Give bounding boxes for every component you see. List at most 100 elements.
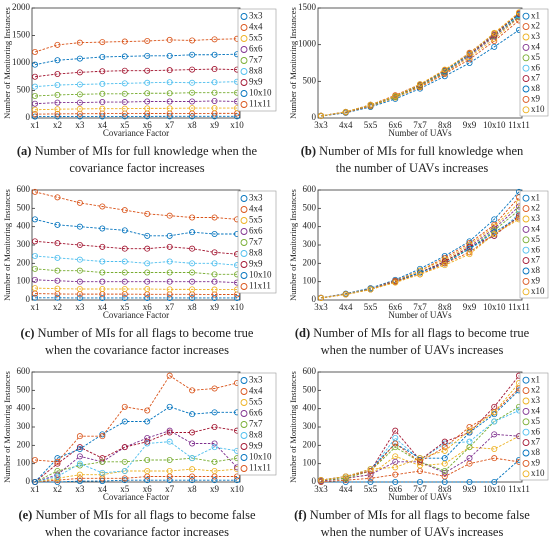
legend-marker [240, 46, 248, 53]
data-point [189, 260, 196, 267]
legend-marker [522, 64, 530, 72]
caption-text: Number of MIs for all flags to become fa… [310, 508, 531, 522]
legend-marker [240, 399, 248, 406]
x-tick-label: x6 [143, 120, 153, 130]
data-point [121, 285, 128, 292]
series-line [320, 191, 520, 299]
y-tick-label: 1000 [298, 39, 317, 49]
series-line [320, 213, 520, 299]
y-tick-label: 500 [303, 202, 317, 212]
data-point [367, 478, 374, 485]
legend-marker [240, 250, 248, 257]
series-line [34, 406, 237, 483]
data-point [99, 285, 106, 292]
data-point [166, 456, 173, 463]
legend-label: x4 [531, 223, 541, 233]
y-tick-label: 500 [17, 85, 31, 95]
legend-box [237, 8, 277, 112]
legend-marker [240, 388, 248, 395]
data-point [189, 269, 196, 276]
x-tick-label: 11x11 [508, 484, 530, 494]
data-point [166, 438, 173, 445]
x-axis-label: Covariance Factor [103, 310, 169, 320]
legend-label: x5 [531, 52, 541, 62]
x-tick-label: 8x8 [438, 302, 452, 312]
legend-marker [522, 246, 530, 254]
data-point [166, 212, 173, 219]
data-point [121, 458, 128, 465]
caption: when the covariance factor increases [45, 343, 229, 357]
legend-marker [240, 283, 248, 290]
series-line [320, 17, 520, 117]
data-point [54, 110, 61, 117]
data-point [392, 444, 399, 451]
series-line [320, 20, 520, 117]
data-point [441, 262, 448, 269]
x-tick-label: 3x3 [314, 120, 328, 130]
caption: the number of UAVs increases [336, 161, 489, 175]
x-tick-label: 10x10 [483, 302, 506, 312]
data-point [76, 471, 83, 478]
legend-label: x2 [531, 21, 540, 31]
legend-label: x1 [531, 192, 540, 202]
series-line [34, 92, 237, 97]
legend-box [237, 372, 277, 476]
data-point [144, 67, 151, 74]
data-point [32, 276, 39, 283]
data-point [189, 51, 196, 58]
x-tick-label: 6x6 [389, 302, 403, 312]
x-tick-label: x8 [188, 484, 198, 494]
series-line [320, 15, 520, 117]
y-tick-label: 300 [17, 421, 31, 431]
legend-label: 11x11 [249, 463, 271, 473]
series-line [320, 14, 520, 117]
data-point [392, 471, 399, 478]
legend-label: x9 [531, 275, 541, 285]
data-point [76, 39, 83, 46]
data-point [416, 478, 423, 485]
data-point [76, 110, 83, 117]
data-point [392, 434, 399, 441]
y-tick-label: 600 [17, 366, 31, 376]
x-tick-label: x10 [230, 484, 244, 494]
legend-label: x10 [531, 104, 545, 114]
data-point [54, 455, 61, 462]
data-point [189, 89, 196, 96]
legend-marker [240, 272, 248, 279]
caption-label: (e) [18, 508, 32, 522]
legend-marker [240, 57, 248, 64]
x-axis-label: Covariance Factor [103, 492, 169, 502]
legend-label: x8 [531, 265, 541, 275]
caption-text: Number of MIs for full knowledge when [319, 144, 524, 158]
data-point [99, 478, 106, 485]
data-point [166, 427, 173, 434]
x-tick-label: x8 [188, 302, 198, 312]
data-point [441, 444, 448, 451]
x-tick-label: 6x6 [389, 484, 403, 494]
data-point [189, 440, 196, 447]
x-tick-label: x1 [31, 120, 40, 130]
data-point [54, 240, 61, 247]
data-point [392, 279, 399, 286]
legend-label: 7x7 [249, 55, 263, 65]
legend-marker [522, 459, 530, 467]
data-point [144, 456, 151, 463]
legend-marker [240, 35, 248, 42]
data-point [466, 249, 473, 256]
data-point [491, 455, 498, 462]
x-tick-label: 5x5 [364, 120, 378, 130]
x-tick-label: 10x10 [483, 120, 506, 130]
legend-label: 11x11 [249, 281, 271, 291]
legend-marker [240, 432, 248, 439]
data-point [144, 438, 151, 445]
data-point [121, 477, 128, 484]
data-point [166, 278, 173, 285]
data-point [76, 278, 83, 285]
y-tick-label: 200 [303, 257, 317, 267]
data-point [166, 372, 173, 379]
series-line [320, 16, 520, 117]
data-point [189, 477, 196, 484]
x-tick-label: 3x3 [314, 302, 328, 312]
x-tick-label: 8x8 [438, 120, 452, 130]
